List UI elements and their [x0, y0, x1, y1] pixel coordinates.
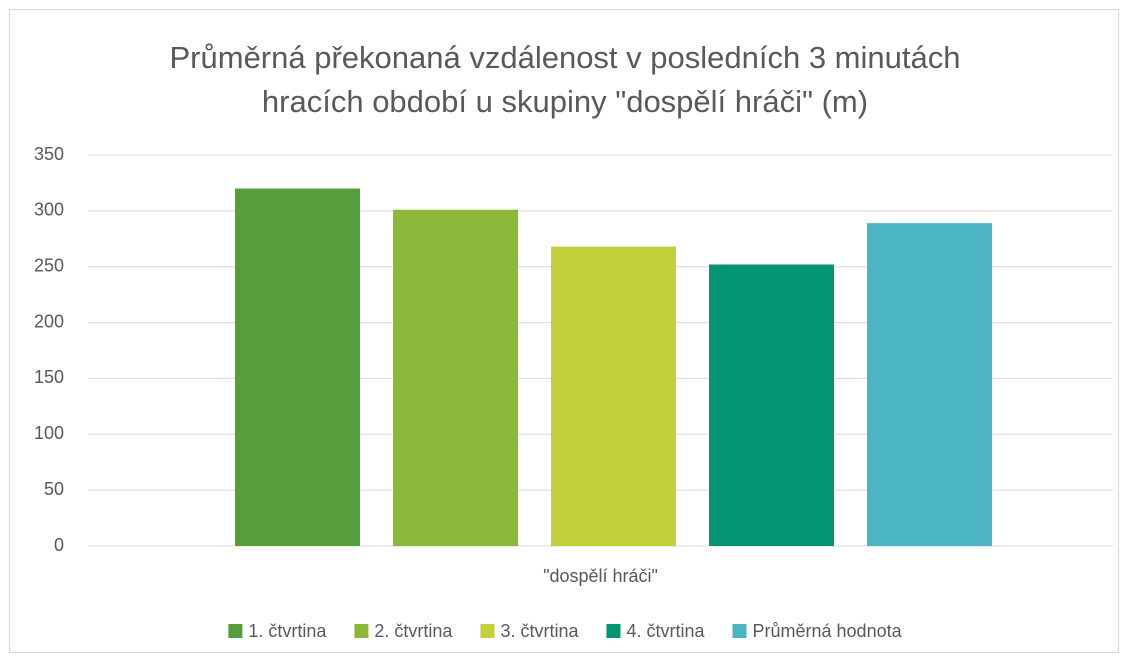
- legend-swatch: [354, 624, 369, 638]
- y-tick-label: 150: [34, 367, 64, 387]
- bar: [393, 209, 518, 547]
- legend-label: 2. čtvrtina: [374, 621, 453, 641]
- legend-swatch: [228, 624, 243, 638]
- chart-frame: [9, 9, 1119, 653]
- legend-label: Průměrná hodnota: [753, 621, 903, 641]
- y-tick-label: 0: [54, 535, 64, 555]
- y-tick-label: 350: [34, 144, 64, 164]
- legend-label: 4. čtvrtina: [626, 621, 705, 641]
- bar: [867, 223, 992, 546]
- legend-swatch: [606, 624, 621, 638]
- x-tick-label: "dospělí hráči": [543, 566, 658, 586]
- legend-swatch: [480, 624, 495, 638]
- y-tick-label: 200: [34, 311, 64, 331]
- y-tick-label: 50: [44, 479, 64, 499]
- bar: [709, 264, 834, 546]
- y-tick-label: 100: [34, 423, 64, 443]
- chart-title: Průměrná překonaná vzdálenost v poslední…: [169, 40, 961, 119]
- legend-label: 3. čtvrtina: [500, 621, 579, 641]
- bar: [551, 246, 676, 546]
- legend-label: 1. čtvrtina: [248, 621, 327, 641]
- legend-swatch: [732, 624, 747, 638]
- y-tick-label: 300: [34, 200, 64, 220]
- bar: [235, 188, 360, 546]
- y-tick-label: 250: [34, 255, 64, 275]
